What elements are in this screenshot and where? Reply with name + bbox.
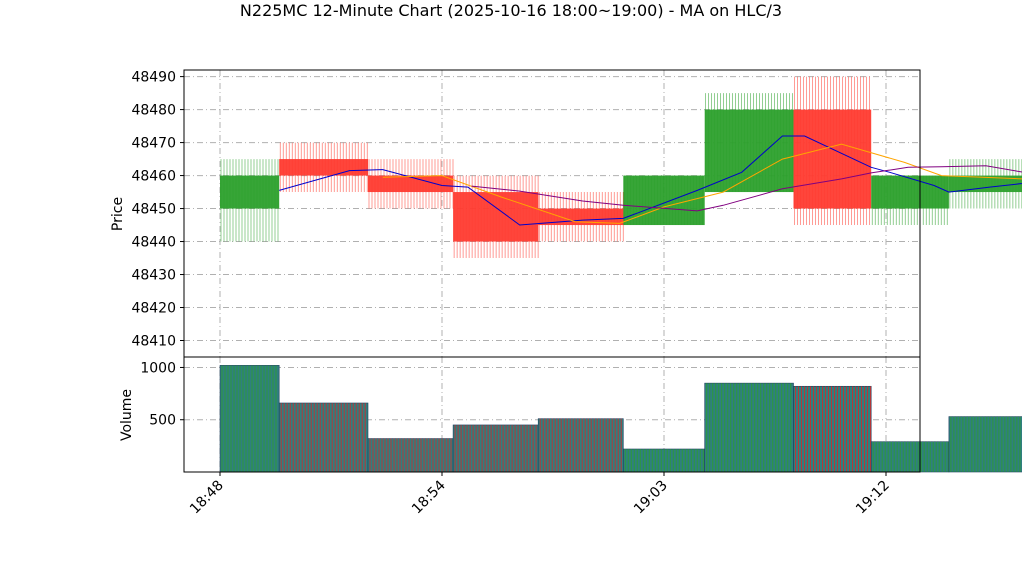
volume-bar [452, 424, 539, 473]
chart-title: N225MC 12-Minute Chart (2025-10-16 18:00… [240, 1, 782, 20]
price-tick-label: 48460 [131, 169, 176, 185]
candle [220, 159, 280, 242]
candle [704, 93, 794, 193]
volume-bar [948, 416, 1022, 473]
price-tick-label: 48430 [131, 268, 176, 284]
x-tick-label: 18:48 [187, 478, 227, 518]
candle-body [793, 109, 872, 209]
price-axis-label: Price [110, 197, 126, 231]
volume-plot-frame [183, 356, 921, 473]
candle-body [871, 175, 949, 209]
ma-mid-line [382, 143, 1022, 224]
volume-bar-body [367, 438, 454, 473]
volume-bar-body [948, 416, 1022, 473]
candle-body [220, 175, 280, 209]
volume-bar [278, 402, 369, 473]
candle-body [948, 175, 1022, 193]
volume-bar-body [537, 418, 624, 473]
price-tick-label: 48450 [131, 202, 176, 218]
candle [368, 159, 454, 209]
price-tick-label: 48440 [131, 235, 176, 251]
candle-body [453, 192, 539, 242]
volume-bar-body [452, 424, 539, 473]
volume-bar [704, 382, 794, 473]
candle [279, 142, 368, 193]
moving-averages [279, 135, 1022, 226]
volume-bar [870, 441, 950, 473]
volume-y-ticks: 500 1000 [140, 360, 184, 429]
volume-bar [622, 448, 705, 473]
volume-bar [367, 438, 454, 473]
volume-panel: 500 1000 Volume [119, 356, 1022, 473]
volume-tick-label: 1000 [140, 360, 176, 376]
price-tick-label: 48410 [131, 334, 176, 350]
x-tick-label: 19:03 [631, 478, 671, 518]
ma-slow-line [471, 165, 1022, 212]
candle-body [704, 109, 794, 193]
price-panel: 48410 48420 48430 48440 48450 48460 48470 48480… [110, 69, 1022, 358]
volume-bar [537, 418, 624, 473]
volume-bar [219, 365, 280, 473]
x-tick-label: 18:54 [409, 477, 449, 517]
price-tick-label: 48470 [131, 136, 176, 152]
volume-bar-body [870, 441, 950, 473]
candle [538, 192, 624, 242]
volume-axis-label: Volume [119, 389, 135, 441]
candle [453, 175, 539, 259]
price-tick-label: 48420 [131, 301, 176, 317]
candle [871, 175, 949, 226]
candle-body [538, 208, 624, 226]
candle-body [368, 175, 454, 193]
volume-bar-body [793, 385, 872, 473]
volume-bars [219, 365, 1022, 473]
volume-tick-label: 500 [149, 413, 176, 429]
candle [793, 76, 872, 226]
x-tick-label: 19:12 [853, 478, 893, 518]
volume-bar [793, 385, 872, 473]
candle-body [279, 159, 368, 176]
volume-bar-body [219, 365, 280, 473]
price-y-ticks: 48410 48420 48430 48440 48450 48460 48470 48480… [131, 70, 184, 350]
price-tick-label: 48480 [131, 103, 176, 119]
price-tick-label: 48490 [131, 70, 176, 86]
ma-fast-line [279, 135, 1022, 226]
